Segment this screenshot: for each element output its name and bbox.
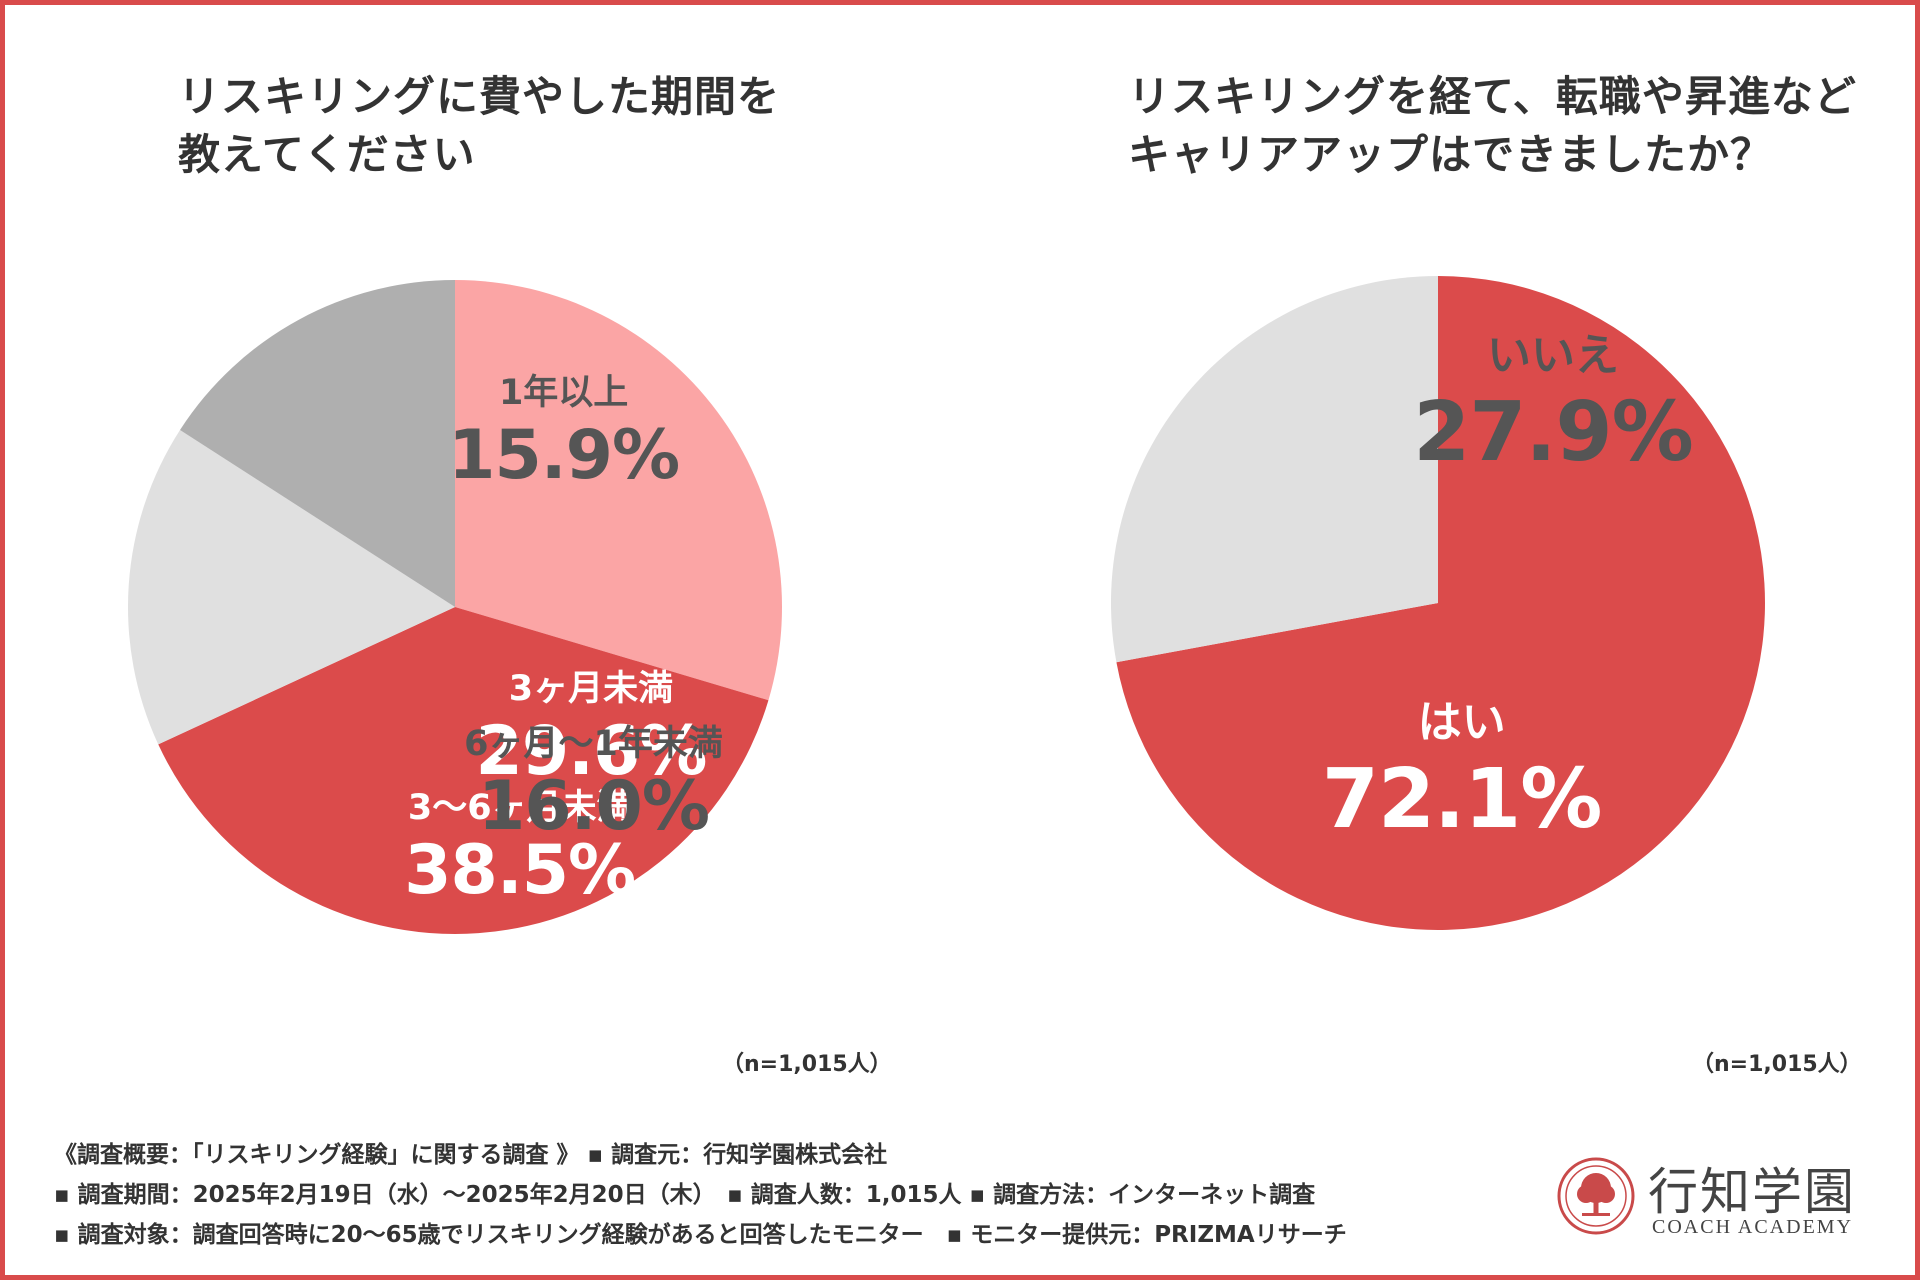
right-sample-size: （n=1,015人） xyxy=(1692,1052,1862,1077)
left-chart-title: リスキリングに費やした期間を 教えてください xyxy=(178,68,780,184)
left-slice-percent-1: 38.5% xyxy=(404,831,636,911)
right-chart-title: リスキリングを経て、転職や昇進など キャリアアップはできましたか？ xyxy=(1128,68,1857,184)
right-slice-category-1: いいえ xyxy=(1486,329,1619,381)
left-slice-percent-3: 15.9% xyxy=(448,416,680,496)
left-pie-slice-3 xyxy=(180,280,455,607)
footnote-line-1: 《調査概要：「リスキリング経験」に関する調査 》 ▪ 調査元：行知学園株式会社 xyxy=(54,1142,888,1168)
left-pie-slice-0 xyxy=(455,280,783,701)
right-slice-percent-1: 27.9% xyxy=(1413,384,1693,480)
footnote-line-3: ▪ 調査対象：調査回答時に20〜65歳でリスキリング経験があると回答したモニター… xyxy=(54,1222,1347,1248)
right-title-line-2: キャリアアップはできましたか？ xyxy=(1128,130,1774,179)
right-slice-label-0: はい 72.1% xyxy=(1321,694,1602,848)
left-slice-percent-2: 16.0% xyxy=(478,767,710,847)
left-slice-category-3: 1年以上 xyxy=(498,373,629,414)
right-slice-label-1: いいえ 27.9% xyxy=(1413,327,1693,481)
left-title-line-2: 教えてください xyxy=(178,130,476,179)
left-pie-slice-2 xyxy=(127,430,456,745)
left-slice-label-2: 6ヶ月〜1年未満 16.0% xyxy=(464,721,723,847)
footnote-line-2: ▪ 調査期間：2025年2月19日（水）〜2025年2月20日（木） ▪ 調査人… xyxy=(54,1182,1316,1208)
left-slice-label-1: 3〜6ヶ月未満 38.5% xyxy=(404,785,636,911)
logo-subtitle: COACH ACADEMY xyxy=(1652,1216,1854,1238)
left-slice-label-0: 3ヶ月未満 29.6% xyxy=(475,666,708,792)
right-slice-category-0: はい xyxy=(1417,697,1506,749)
company-logo: 行知学園 COACH ACADEMY xyxy=(1556,1148,1866,1248)
left-slice-label-3: 1年以上 15.9% xyxy=(448,370,680,496)
right-slice-percent-0: 72.1% xyxy=(1321,752,1602,848)
tree-seal-icon xyxy=(1557,1157,1635,1235)
left-sample-size: （n=1,015人） xyxy=(722,1052,892,1077)
left-pie-slice-1 xyxy=(158,607,769,935)
left-slice-percent-0: 29.6% xyxy=(475,712,708,792)
left-slice-category-0: 3ヶ月未満 xyxy=(508,669,674,710)
right-pie-slice-1 xyxy=(1110,276,1438,663)
right-pie-slice-0 xyxy=(1116,276,1765,930)
survey-footnote: 《調査概要：「リスキリング経験」に関する調査 》 ▪ 調査元：行知学園株式会社 … xyxy=(54,1135,1347,1255)
logo-name: 行知学園 xyxy=(1648,1163,1856,1221)
left-title-line-1: リスキリングに費やした期間を xyxy=(178,72,781,121)
left-slice-category-1: 3〜6ヶ月未満 xyxy=(407,788,632,829)
right-title-line-1: リスキリングを経て、転職や昇進など xyxy=(1128,72,1857,121)
left-slice-category-2: 6ヶ月〜1年未満 xyxy=(464,724,723,765)
